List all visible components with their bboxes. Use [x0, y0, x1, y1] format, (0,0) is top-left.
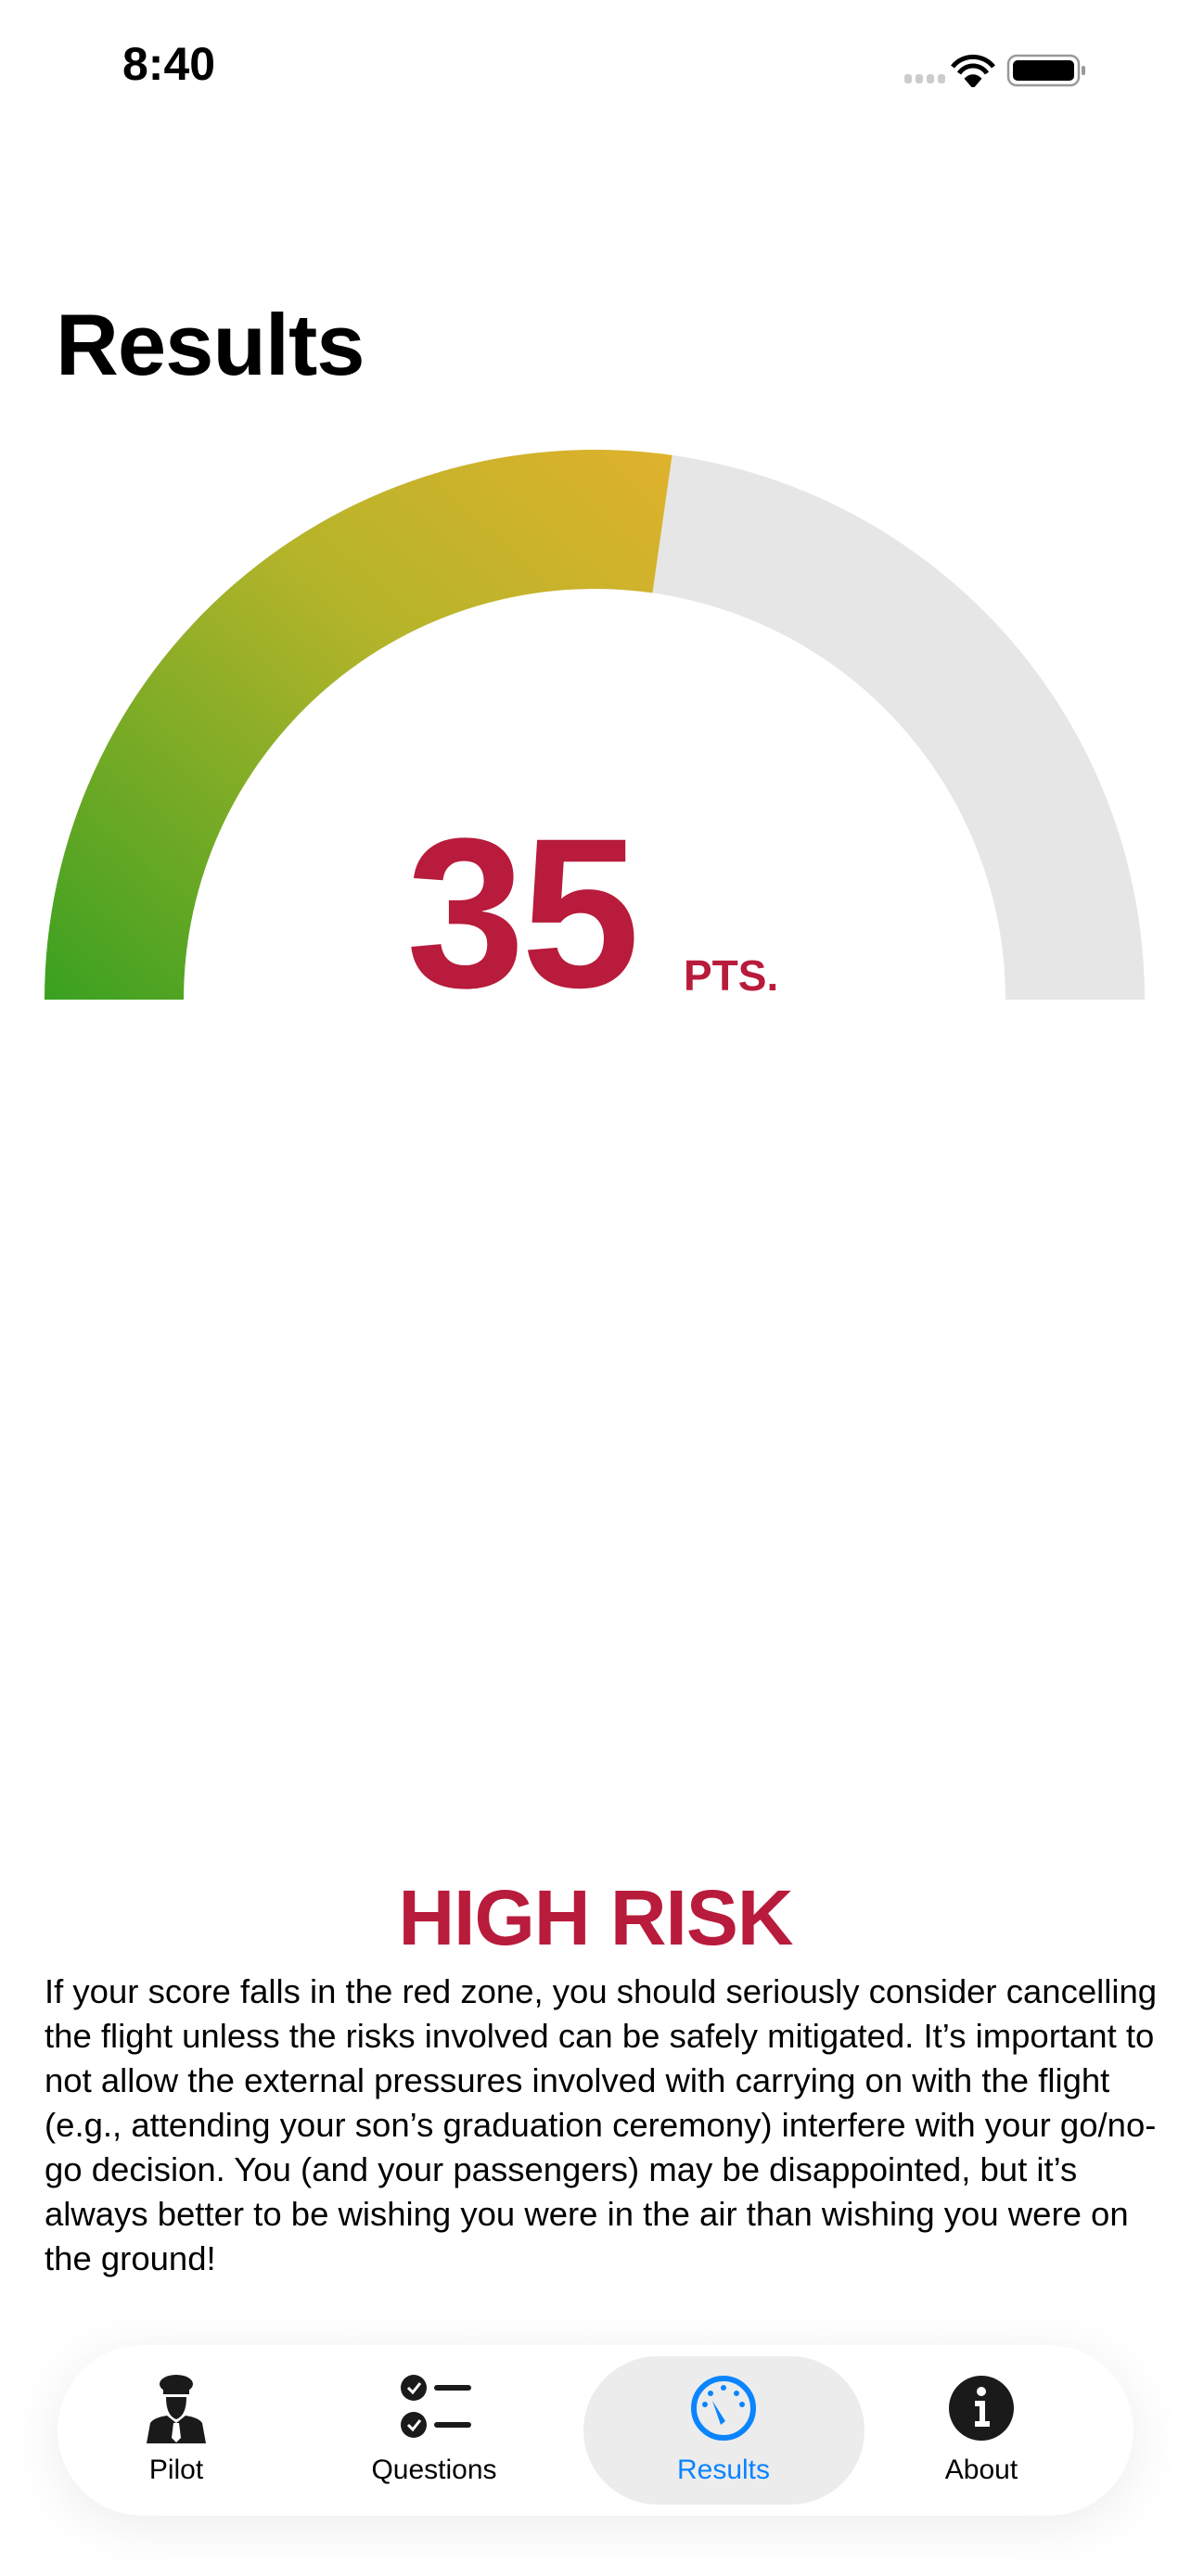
status-icons	[904, 54, 1085, 87]
tab-results[interactable]: Results	[612, 2345, 835, 2516]
tab-questions[interactable]: Questions	[323, 2345, 545, 2516]
page-title: Results	[56, 296, 365, 393]
score-unit: PTS.	[684, 951, 779, 1000]
risk-description: If your score falls in the red zone, you…	[45, 1972, 1158, 2277]
info-icon	[949, 2376, 1014, 2441]
status-time: 8:40	[122, 38, 216, 90]
score-value: 35	[406, 794, 640, 1032]
tab-about[interactable]: About	[870, 2345, 1093, 2516]
gauge-icon	[691, 2376, 756, 2441]
tab-label: About	[944, 2455, 1018, 2485]
battery-icon	[1006, 54, 1085, 87]
gauge-fill	[45, 449, 672, 1000]
checklist-icon	[401, 2375, 471, 2438]
tab-pilot[interactable]: Pilot	[65, 2345, 288, 2516]
tab-bar: Pilot Questions Results About	[58, 2345, 1133, 2516]
tab-label: Pilot	[148, 2455, 204, 2485]
pilot-icon	[147, 2375, 206, 2443]
signal-icon	[904, 74, 945, 83]
risk-level: HIGH RISK	[398, 1874, 793, 1961]
tab-label: Questions	[371, 2455, 497, 2485]
risk-gauge	[45, 449, 1145, 1000]
tab-label: Results	[676, 2455, 771, 2485]
wifi-icon	[951, 54, 995, 87]
